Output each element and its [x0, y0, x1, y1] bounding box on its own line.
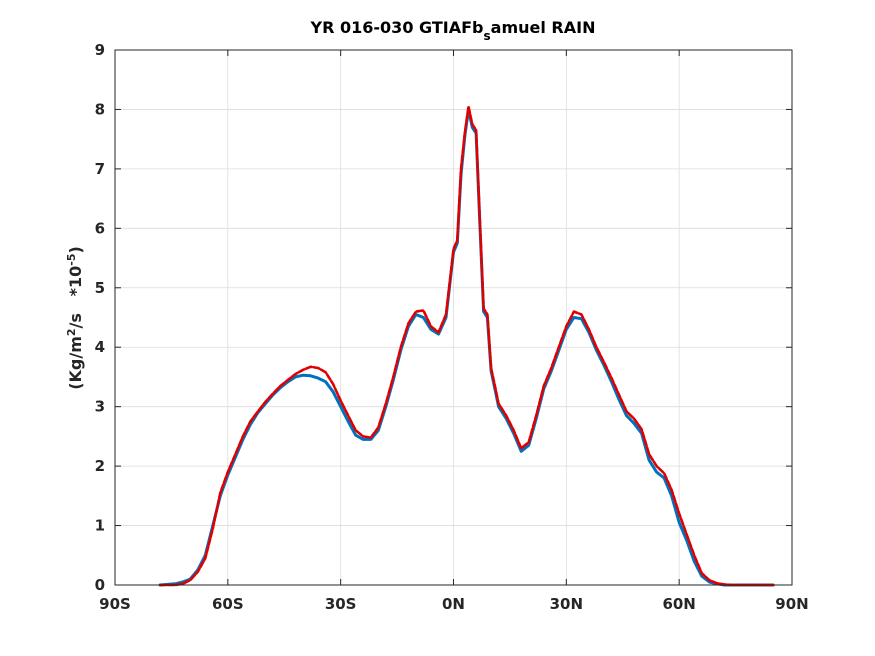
y-tick-label: 5	[95, 279, 105, 297]
tick-marks	[114, 49, 793, 586]
x-tick-label: 30S	[325, 595, 357, 613]
y-tick-label: 9	[95, 41, 105, 59]
y-axis-label-middle: /s *10	[66, 266, 85, 329]
x-tick-label: 90N	[775, 595, 808, 613]
data-series	[158, 105, 775, 587]
chart-title: YR 016-030 GTIAFbsamuel RAIN	[310, 18, 596, 43]
chart-title-subscript: s	[484, 29, 491, 43]
y-tick-label: 0	[95, 576, 105, 594]
y-tick-label: 2	[95, 457, 105, 475]
y-tick-label: 4	[95, 338, 105, 356]
y-tick-label: 3	[95, 398, 105, 416]
y-tick-labels: 0 1 2 3 4 5 6 7 8 9	[95, 41, 105, 594]
x-tick-label: 60S	[212, 595, 244, 613]
series-line-2	[158, 105, 775, 587]
y-tick-label: 1	[95, 517, 105, 535]
x-tick-labels: 90S 60S 30S 0N 30N 60N 90N	[99, 595, 809, 613]
grid-lines	[115, 50, 792, 585]
x-tick-label: 60N	[662, 595, 695, 613]
y-axis-label-suffix: )	[66, 246, 85, 253]
x-tick-label: 0N	[442, 595, 465, 613]
chart-title-main: YR 016-030 GTIAFb	[310, 18, 484, 37]
x-tick-label: 90S	[99, 595, 131, 613]
x-tick-label: 30N	[550, 595, 583, 613]
y-tick-label: 6	[95, 219, 105, 237]
y-axis-label: (Kg/m2/s *10-5)	[65, 246, 86, 390]
y-tick-label: 7	[95, 160, 105, 178]
chart-title-rest: amuel RAIN	[491, 18, 596, 37]
y-tick-label: 8	[95, 100, 105, 118]
y-axis-label-exp2: -5	[65, 254, 78, 266]
y-axis-label-exp1: 2	[65, 328, 78, 336]
y-axis-label-prefix: (Kg/m	[66, 336, 85, 390]
